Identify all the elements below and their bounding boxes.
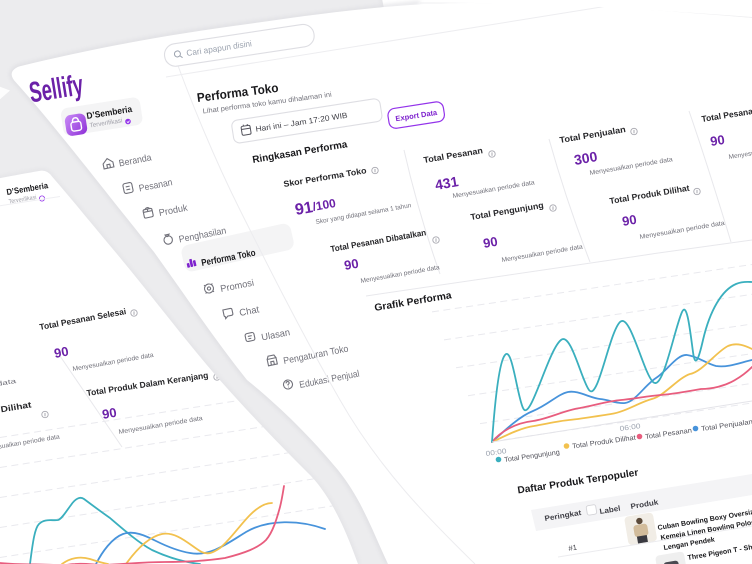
svg-text:Produk: Produk (158, 203, 189, 219)
svg-text:90: 90 (343, 256, 360, 273)
svg-text:#1: #1 (568, 543, 578, 553)
svg-text:Label: Label (599, 504, 621, 516)
svg-text:90: 90 (53, 344, 70, 361)
svg-text:300: 300 (573, 148, 599, 168)
svg-text:Chat: Chat (238, 304, 260, 319)
svg-text:Terverifikasi: Terverifikasi (8, 195, 37, 206)
svg-text:00:00: 00:00 (485, 448, 507, 458)
svg-text:431: 431 (434, 173, 460, 193)
svg-text:90: 90 (482, 234, 499, 251)
svg-text:90: 90 (101, 405, 118, 422)
svg-text:06:00: 06:00 (619, 423, 641, 433)
svg-text:90: 90 (709, 132, 726, 149)
svg-text:Ulasan: Ulasan (260, 327, 291, 343)
svg-text:90: 90 (621, 212, 638, 229)
